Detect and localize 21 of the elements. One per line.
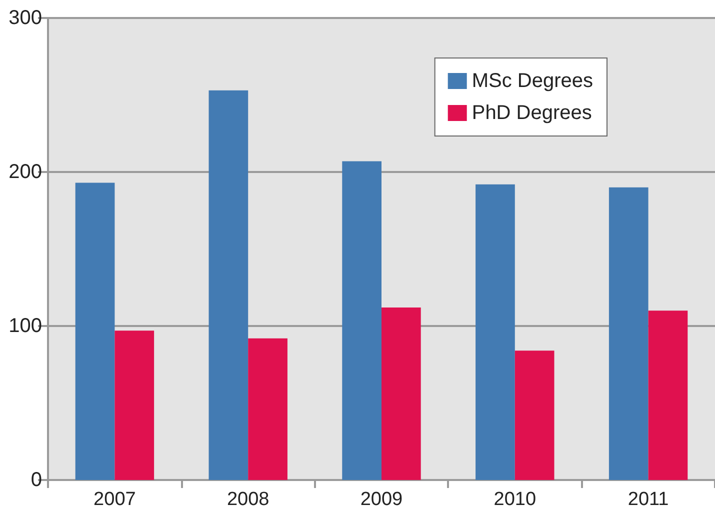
y-tick-label: 200 (8, 161, 42, 183)
y-tick-label: 0 (30, 469, 42, 491)
bar (208, 90, 248, 480)
bar (75, 182, 115, 480)
x-tick-label: 2009 (360, 489, 403, 510)
bar (608, 187, 648, 480)
bar (114, 330, 154, 480)
y-tick-label: 100 (8, 315, 42, 337)
bar (342, 161, 382, 480)
x-tick-label: 2011 (628, 489, 669, 510)
bar (514, 350, 554, 480)
bar (476, 184, 515, 480)
bar (382, 308, 421, 480)
bar (648, 310, 688, 480)
bar (248, 338, 288, 480)
legend-label: MSc Degrees (472, 70, 594, 92)
x-tick-label: 2010 (494, 489, 536, 510)
y-tick-label: 300 (8, 7, 42, 29)
x-tick-label: 2008 (226, 489, 270, 510)
x-tick-label: 2007 (94, 489, 136, 510)
legend-label: PhD Degrees (472, 102, 592, 124)
